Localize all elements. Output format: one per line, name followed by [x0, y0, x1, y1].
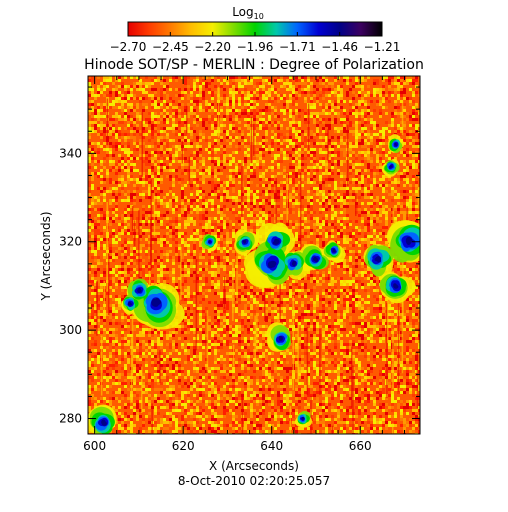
colorbar-tick-label: −1.71: [279, 40, 316, 54]
colorbar-tick-label: −2.20: [194, 40, 231, 54]
colorbar-label: Log10: [232, 5, 264, 21]
colorbar-tick-label: −1.96: [237, 40, 274, 54]
colorbar-tick-label: −1.46: [321, 40, 358, 54]
polarization-patch: [268, 261, 274, 269]
plot-frame: [87, 75, 421, 435]
heatmap-features: [88, 134, 420, 434]
x-tick-label: 600: [83, 439, 106, 453]
y-tick-label: 280: [59, 412, 82, 426]
x-tick-label: 640: [260, 439, 283, 453]
heatmap-area: [88, 76, 420, 434]
x-axis: 600 620 640 660: [83, 76, 406, 453]
chart-title: Hinode SOT/SP - MERLIN : Degree of Polar…: [84, 57, 424, 73]
x-tick-label: 660: [349, 439, 372, 453]
polarization-patch: [390, 165, 393, 168]
polarization-patch: [128, 302, 132, 306]
y-tick-label: 320: [59, 235, 82, 249]
polarization-patch: [333, 249, 336, 252]
polarization-patch: [101, 420, 106, 426]
colorbar-tick-label: −2.70: [110, 40, 147, 54]
colorbar-tick-label: −2.45: [152, 40, 189, 54]
polarization-patch: [393, 284, 399, 289]
polarization-patch: [313, 257, 318, 261]
polarization-patch: [208, 240, 211, 243]
y-tick-label: 340: [59, 146, 82, 160]
polarization-patch: [374, 257, 380, 262]
polarization-patch: [394, 144, 398, 146]
polarization-patch: [243, 240, 247, 243]
polarization-patch: [405, 236, 412, 244]
colorbar-tick-label: −1.21: [364, 40, 401, 54]
x-tick-label: 620: [172, 439, 195, 453]
polarization-patch: [301, 416, 305, 420]
x-axis-label: X (Arcseconds): [209, 459, 299, 473]
y-tick-label: 300: [59, 323, 82, 337]
y-axis: 280 300 320 340: [59, 86, 420, 426]
footer-timestamp: 8-Oct-2010 02:20:25.057: [178, 474, 330, 488]
colorbar-ticks: −2.70 −2.45 −2.20 −1.96 −1.71 −1.46 −1.21: [110, 32, 401, 54]
polarization-patch: [292, 262, 296, 267]
polarization-patch: [278, 336, 283, 341]
y-axis-label: Y (Arcseconds): [39, 211, 53, 301]
polarization-patch: [137, 289, 141, 293]
polarization-patch: [272, 240, 279, 245]
polarization-patch: [154, 297, 160, 306]
colorbar-label-subscript: 10: [254, 12, 264, 21]
